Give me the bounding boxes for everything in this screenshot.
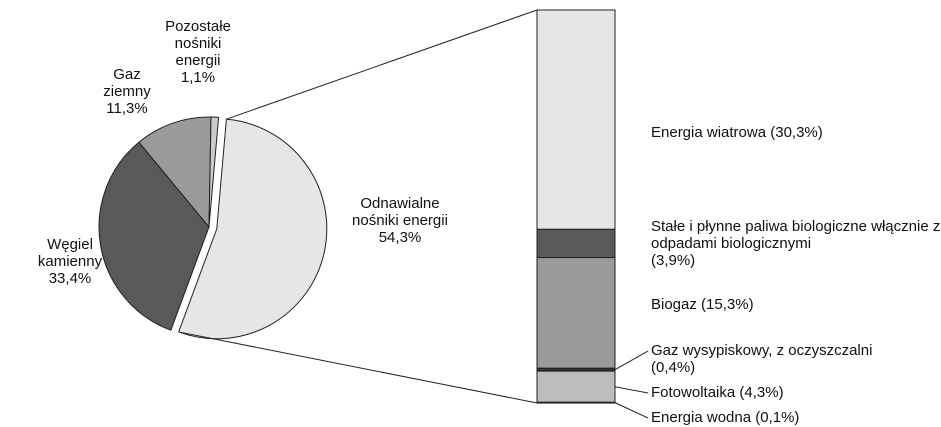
leader-line: [614, 350, 649, 371]
pie-slice: [98, 141, 210, 331]
pie-slice: [208, 116, 220, 228]
bar-label: Gaz wysypiskowy, z oczyszczalni (0,4%): [651, 342, 941, 376]
bar-label: Stałe i płynne paliwa biologiczne włączn…: [651, 218, 941, 269]
label-text: (0,1%): [755, 409, 800, 426]
bar-segment: [536, 257, 616, 369]
label-text: Fotowoltaika: [651, 384, 736, 401]
label-text: Odnawialne nośniki energii: [352, 195, 448, 229]
bar-label: Biogaz (15,3%): [651, 296, 941, 313]
leader-line: [614, 386, 649, 394]
bar-label: Energia wiatrowa (30,3%): [651, 124, 941, 141]
bar-segment: [536, 370, 616, 403]
label-text: Pozostałe nośniki energii: [165, 18, 231, 69]
label-text: 33,4%: [48, 270, 92, 287]
label-text: (15,3%): [701, 296, 754, 313]
bar-segment: [536, 9, 616, 230]
pie-slice: [178, 118, 328, 340]
label-text: Energia wiatrowa: [651, 124, 767, 141]
label-text: Gaz ziemny: [103, 66, 151, 100]
leader-line: [614, 402, 649, 419]
bar-segment: [536, 401, 616, 404]
label-text: 1,1%: [180, 69, 216, 86]
label-text: (0,4%): [651, 359, 696, 376]
label-text: Gaz wysypiskowy, z oczyszczalni: [651, 342, 873, 359]
bar-segment: [536, 228, 616, 259]
connector: [226, 9, 538, 120]
label-text: 11,3%: [106, 100, 148, 117]
label-text: Węgiel kamienny: [37, 236, 103, 270]
bar-label: Energia wodna (0,1%): [651, 409, 941, 426]
bar-label: Fotowoltaika (4,3%): [651, 384, 941, 401]
label-text: Biogaz: [651, 296, 697, 313]
pie-label: Gaz ziemny 11,3%: [97, 66, 157, 117]
label-text: Energia wodna: [651, 409, 752, 426]
label-text: (4,3%): [739, 384, 784, 401]
label-text: 54,3%: [378, 229, 422, 246]
label-text: (3,9%): [651, 252, 696, 269]
pie-label: Pozostałe nośniki energii 1,1%: [158, 18, 238, 86]
label-text: Stałe i płynne paliwa biologiczne włączn…: [651, 218, 941, 252]
connector: [178, 331, 538, 404]
pie-label: Węgiel kamienny 33,4%: [30, 236, 110, 287]
label-text: (30,3%): [770, 124, 823, 141]
pie-slice: [138, 116, 212, 229]
pie-label: Odnawialne nośniki energii 54,3%: [345, 195, 455, 246]
